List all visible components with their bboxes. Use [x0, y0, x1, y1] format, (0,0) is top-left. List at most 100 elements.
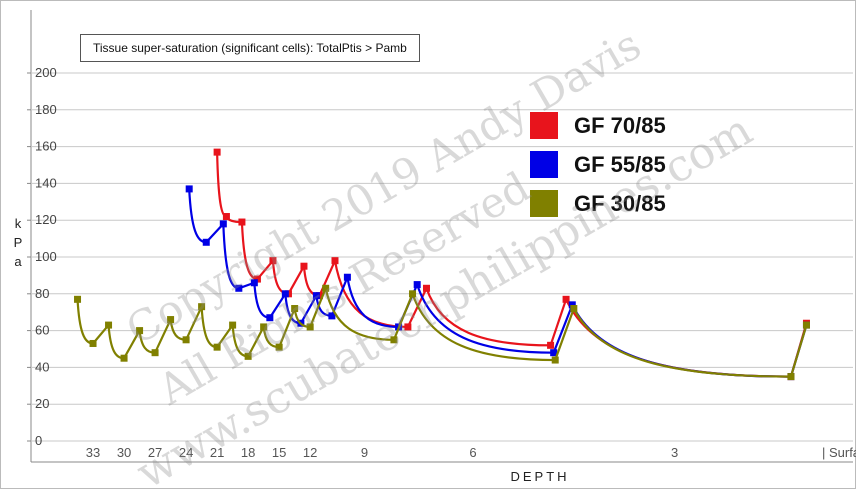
data-point-series-3: [74, 295, 82, 303]
data-point-series-2: [266, 314, 274, 322]
data-point-series-2: [235, 284, 243, 292]
x-tick-label: 27: [148, 445, 162, 460]
series-line-1: [302, 266, 320, 297]
data-point-series-3: [244, 352, 252, 360]
series-line-3: [231, 324, 249, 358]
series-line-2: [330, 276, 349, 317]
data-point-series-1: [547, 341, 555, 349]
data-point-series-3: [151, 349, 159, 357]
series-line-3: [200, 306, 218, 349]
data-point-series-3: [787, 373, 795, 381]
series-line-2: [253, 282, 270, 319]
data-point-series-1: [562, 295, 570, 303]
y-tick-label: 100: [35, 249, 57, 264]
data-point-series-3: [802, 321, 810, 329]
data-point-series-3: [182, 336, 190, 344]
x-tick-label: 3: [671, 445, 678, 460]
data-point-series-3: [570, 305, 578, 313]
data-point-series-3: [213, 343, 221, 351]
data-point-series-3: [105, 321, 113, 329]
series-line-1: [406, 287, 428, 328]
legend-item-gf-55-85: GF 55/85: [530, 145, 666, 184]
legend-label-gf-70-85: GF 70/85: [574, 112, 666, 138]
data-point-series-2: [550, 349, 558, 357]
series-line-2: [552, 304, 574, 354]
legend-swatch-gf-55-85: [530, 151, 558, 178]
data-point-series-1: [253, 275, 261, 283]
series-line-1: [271, 260, 289, 295]
data-point-series-3: [409, 290, 417, 298]
series-line-3: [107, 324, 125, 360]
data-point-series-1: [422, 284, 430, 292]
data-point-series-2: [185, 185, 193, 193]
chart-svg: 0 20 40 60 80 100 120 140 160 180 200 33 30 27 24 21 18 1…: [0, 0, 856, 489]
y-tick-label: 140: [35, 175, 57, 190]
data-point-series-3: [120, 354, 128, 362]
y-axis-label-letter: a: [14, 254, 22, 269]
series-line-1: [318, 260, 336, 297]
y-tick-label: 180: [35, 102, 57, 117]
y-tick-label: 80: [35, 286, 49, 301]
chart-title: Tissue super-saturation (significant cel…: [80, 34, 420, 62]
x-tick-label: 12: [303, 445, 317, 460]
data-point-series-2: [281, 290, 289, 298]
data-point-series-2: [328, 312, 336, 320]
x-tick-label: 15: [272, 445, 286, 460]
data-point-series-3: [229, 321, 237, 329]
data-point-series-2: [219, 220, 227, 228]
series-line-3: [411, 293, 556, 362]
legend: GF 70/85 GF 55/85 GF 30/85: [530, 106, 666, 223]
y-tick-label: 0: [35, 433, 42, 448]
x-tick-label: | Surface -->: [822, 445, 856, 460]
y-tick-label: 20: [35, 396, 49, 411]
data-point-series-1: [300, 262, 308, 270]
series-line-3: [789, 324, 808, 377]
x-tick-label: 30: [117, 445, 131, 460]
series-line-2: [222, 223, 240, 290]
series-line-3: [76, 299, 94, 345]
data-point-series-2: [343, 273, 351, 281]
legend-label-gf-30-85: GF 30/85: [574, 190, 666, 216]
series-line-2: [268, 293, 287, 319]
data-point-series-1: [238, 218, 246, 226]
legend-swatch-gf-70-85: [530, 112, 558, 139]
x-tick-label: 9: [361, 445, 368, 460]
data-point-series-1: [331, 257, 339, 265]
series-line-1: [240, 221, 258, 281]
series-line-3: [392, 293, 414, 341]
series-line-3: [185, 306, 203, 341]
x-tick-label: 6: [469, 445, 476, 460]
data-point-series-3: [136, 327, 144, 335]
y-tick-label: 60: [35, 323, 49, 338]
data-point-series-1: [213, 148, 221, 156]
series-line-3: [216, 324, 234, 348]
legend-label-gf-55-85: GF 55/85: [574, 151, 666, 177]
data-point-series-2: [312, 292, 320, 300]
data-point-series-3: [306, 323, 314, 331]
series-line-3: [123, 330, 141, 359]
legend-item-gf-30-85: GF 30/85: [530, 184, 666, 223]
data-point-series-3: [551, 356, 559, 364]
series-line-3: [554, 308, 575, 361]
data-point-series-3: [390, 336, 398, 344]
data-point-series-3: [322, 284, 330, 292]
series-line-3: [572, 308, 791, 378]
data-point-series-3: [260, 323, 268, 331]
x-tick-label: 18: [241, 445, 255, 460]
legend-swatch-gf-30-85: [530, 190, 558, 217]
series-line-1: [216, 152, 227, 218]
series-line-2: [346, 277, 399, 329]
chart-frame: [0, 0, 856, 489]
data-point-series-1: [269, 257, 277, 265]
data-point-series-1: [404, 323, 412, 331]
series-line-3: [247, 326, 265, 357]
legend-item-gf-70-85: GF 70/85: [530, 106, 666, 145]
x-tick-label: 33: [86, 445, 100, 460]
data-point-series-2: [413, 281, 421, 289]
y-tick-label: 120: [35, 212, 57, 227]
series-line-3: [309, 287, 327, 328]
data-point-series-3: [167, 316, 175, 324]
series-line-1: [425, 287, 551, 347]
